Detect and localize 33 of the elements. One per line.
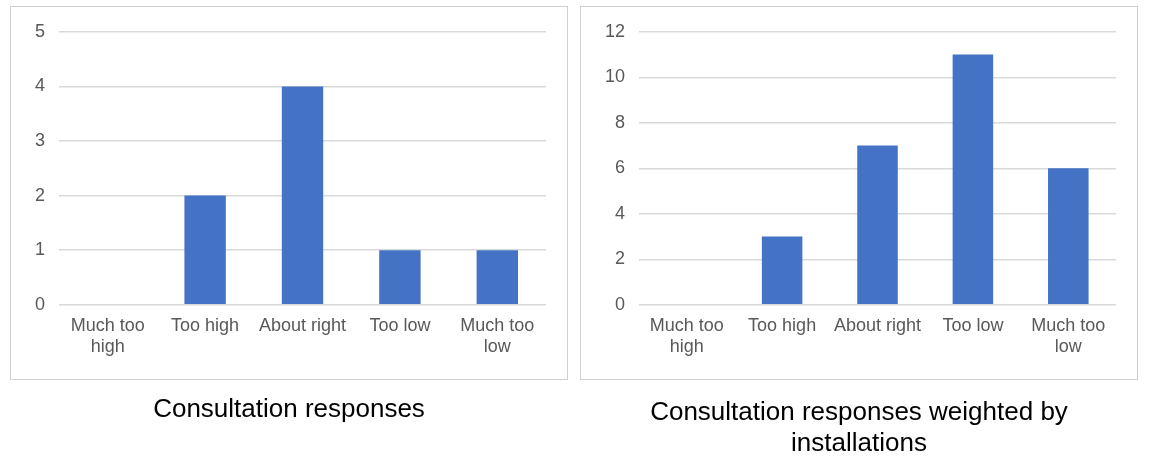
bar xyxy=(857,145,898,305)
x-tick-label: About right xyxy=(258,314,347,335)
y-tick-label: 1 xyxy=(35,239,46,260)
x-tick-label: Too low xyxy=(369,314,432,335)
bar xyxy=(379,250,421,305)
x-tick-label: About right xyxy=(833,314,922,335)
bar xyxy=(1048,168,1089,305)
text: Consultation responses weighted by installations xyxy=(649,396,1069,458)
y-tick-label: 10 xyxy=(604,66,626,87)
y-tick-label: 6 xyxy=(615,157,626,178)
x-tick-label: Much too low xyxy=(460,314,535,357)
y-tick-label: 3 xyxy=(35,129,46,150)
y-tick-label: 12 xyxy=(604,20,626,41)
bar xyxy=(184,195,226,305)
bar xyxy=(952,54,994,305)
y-tick-label: 2 xyxy=(615,248,626,269)
bar xyxy=(761,236,803,305)
bar xyxy=(476,250,518,305)
y-tick-label: 0 xyxy=(615,293,626,314)
x-tick-label: Too low xyxy=(942,314,1005,335)
y-tick-label: 5 xyxy=(35,20,46,41)
y-tick-label: 4 xyxy=(35,75,46,96)
bar xyxy=(281,86,324,305)
x-tick-label: Much too high xyxy=(70,314,145,357)
x-tick-label: Much too low xyxy=(1031,314,1106,357)
y-tick-label: 4 xyxy=(615,202,626,223)
x-tick-label: Too high xyxy=(748,314,817,335)
y-tick-label: 0 xyxy=(35,293,46,314)
text: Consultation responses xyxy=(152,393,426,424)
x-tick-label: Much too high xyxy=(649,314,724,357)
y-tick-label: 2 xyxy=(35,184,46,205)
y-tick-label: 8 xyxy=(615,111,626,132)
x-tick-label: Too high xyxy=(171,314,240,335)
